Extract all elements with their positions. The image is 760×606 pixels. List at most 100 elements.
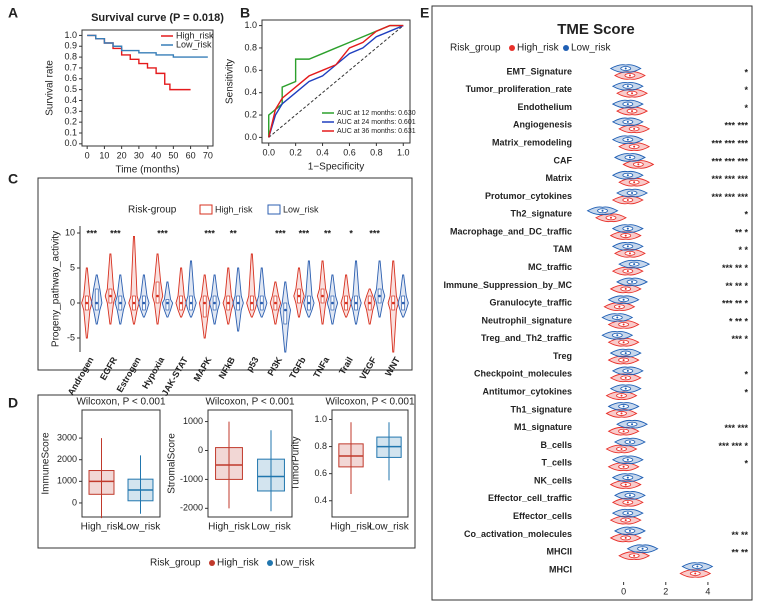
significance: *** *** *** <box>711 156 748 166</box>
y-tick-label: 0.2 <box>64 117 77 127</box>
violin-median <box>626 199 629 201</box>
violin-median <box>344 301 348 305</box>
x-tick-label: 70 <box>203 150 213 160</box>
significance: *** * <box>731 334 748 344</box>
x-tick-label: 1.0 <box>397 147 410 157</box>
violin-median <box>628 252 631 255</box>
row-label: Co_activation_molecules <box>464 529 572 539</box>
y-tick-label: 0 <box>70 297 75 307</box>
violin-median <box>203 301 206 305</box>
x-tick-label: 4 <box>705 586 710 596</box>
violin-median <box>368 301 371 305</box>
y-tick-label: 0.4 <box>244 87 257 97</box>
legend-label: High_risk <box>217 558 260 569</box>
reference-line <box>268 25 404 138</box>
panel-d-frame <box>37 394 416 549</box>
violin-median <box>213 301 216 305</box>
violin-median <box>626 85 629 88</box>
significance: ** ** <box>731 530 748 540</box>
x-tick-label: High_risk <box>330 522 373 533</box>
violin-box <box>155 281 160 304</box>
legend-label: Low_risk <box>176 39 212 49</box>
significance: *** *** * <box>718 441 748 451</box>
violin-median <box>626 476 629 479</box>
x-tick-label: 0 <box>85 150 90 160</box>
row-label: Th2_signature <box>510 209 572 219</box>
legend-label: AUC at 12 months: 0.630 <box>337 110 416 117</box>
y-axis-title: StromalScore <box>167 433 178 494</box>
violin <box>175 267 187 318</box>
series-line <box>268 24 404 138</box>
y-axis-title: Survival rate <box>45 60 56 116</box>
violin-median <box>628 494 631 497</box>
violin-median <box>624 519 627 522</box>
y-tick-label: 0.2 <box>244 109 257 119</box>
x-tick-label: MAPK <box>192 355 214 383</box>
y-tick-label: 1.0 <box>64 30 77 40</box>
violin-median <box>624 387 627 390</box>
plot-frame <box>207 409 293 518</box>
panel-letter: B <box>240 5 250 21</box>
violin-median <box>622 298 625 301</box>
row-label: Antitumor_cytokines <box>482 387 572 397</box>
y-tick-label: 3000 <box>57 432 77 442</box>
violin-median <box>166 301 169 305</box>
x-tick-label: 0.6 <box>343 147 356 157</box>
violin-median <box>628 529 631 532</box>
violin-median <box>626 270 629 273</box>
violin <box>246 253 258 318</box>
significance: * ** * <box>729 316 749 326</box>
y-tick-label: 0.4 <box>314 495 327 505</box>
x-axis-title: 1−Specificity <box>308 162 364 173</box>
violin-median <box>633 181 636 184</box>
violin-median <box>631 423 634 426</box>
legend-title: Risk_group <box>450 43 501 54</box>
legend-swatch <box>563 45 569 51</box>
x-tick-label: 50 <box>168 150 178 160</box>
violin-median <box>624 352 627 355</box>
y-tick-label: 0 <box>198 445 203 455</box>
violin-median <box>620 394 623 397</box>
violin-median <box>119 301 122 305</box>
x-tick-label: 0.8 <box>370 147 383 157</box>
significance: * <box>744 210 748 220</box>
x-tick-label: Hypoxia <box>140 354 167 390</box>
x-tick-label: 20 <box>117 150 127 160</box>
y-tick-label: 0.4 <box>64 95 77 105</box>
violin-median <box>331 301 334 305</box>
x-tick-label: NFkB <box>217 355 238 381</box>
row-label: EMT_Signature <box>506 66 572 76</box>
series-line <box>268 24 404 138</box>
violin-median <box>260 301 264 305</box>
x-tick-label: 10 <box>99 150 109 160</box>
violin-median <box>321 294 324 298</box>
violin-median <box>142 301 146 305</box>
significance: *** <box>204 228 215 238</box>
y-axis-title: ImmuneScore <box>41 432 52 495</box>
violin-median <box>633 554 636 557</box>
violin-box <box>202 295 207 318</box>
subplot-title: Wilcoxon, P < 0.001 <box>205 397 294 408</box>
x-tick-label: 40 <box>151 150 161 160</box>
violin-median <box>401 301 405 305</box>
x-tick-label: 60 <box>186 150 196 160</box>
panel-letter: C <box>8 171 18 187</box>
row-label: MC_traffic <box>528 262 572 272</box>
violin-median <box>624 234 627 237</box>
significance: * <box>349 228 353 238</box>
y-tick-label: 0.8 <box>314 441 327 451</box>
y-axis-title: TumorPurity <box>291 436 302 490</box>
legend-title: Risk_group <box>150 558 201 569</box>
violin-median <box>626 245 629 248</box>
box <box>215 447 243 480</box>
x-tick-label: p53 <box>244 355 260 373</box>
violin-median <box>641 547 644 550</box>
legend-label: Low_risk <box>283 204 319 214</box>
violin-median <box>391 301 395 305</box>
legend-swatch <box>267 204 281 215</box>
violin-median <box>179 301 183 305</box>
legend-label: Low_risk <box>571 43 611 54</box>
plot-frame <box>261 19 411 144</box>
violin-median <box>622 359 625 362</box>
significance: ** ** <box>731 548 748 558</box>
